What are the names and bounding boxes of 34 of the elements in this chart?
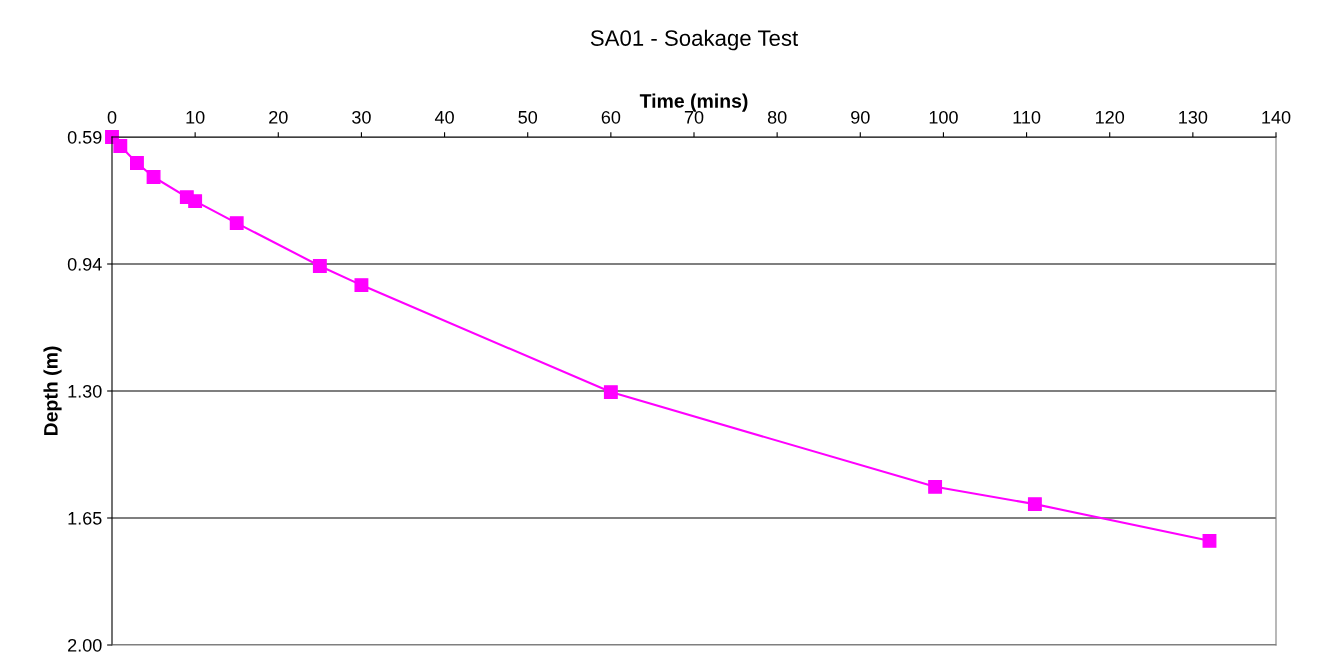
point (229, 216, 244, 231)
x-tick-label: 60 (601, 110, 621, 124)
x-tick-label: 110 (1013, 110, 1041, 124)
y-tick-label: 0.59 (67, 130, 102, 144)
point (146, 170, 161, 184)
x-tick-label: 100 (929, 110, 958, 124)
chart-title: SA01 - Soakage Test (590, 29, 799, 51)
point (603, 385, 618, 400)
y-tick-label: 2.00 (68, 638, 102, 652)
x-tick-label: 140 (1262, 110, 1291, 124)
point (354, 278, 369, 293)
x-tick-label: 90 (851, 110, 870, 124)
y-axis-title: Depth (m) (43, 346, 62, 436)
x-tick-label: 80 (767, 110, 787, 124)
y-tick-label: 0.94 (67, 257, 102, 271)
x-tick-label: 20 (269, 110, 288, 124)
x-tick-label: 10 (186, 110, 205, 124)
point (1027, 497, 1042, 512)
x-tick-label: 40 (434, 110, 454, 124)
x-tick-label: 0 (107, 110, 117, 124)
y-tick-label: 1.30 (68, 384, 102, 398)
x-tick-label: 70 (684, 110, 704, 124)
point (312, 259, 327, 273)
x-axis-title: Time (mins) (639, 93, 748, 112)
point (188, 194, 203, 209)
x-tick-label: 130 (1179, 110, 1208, 124)
point (113, 139, 128, 153)
point (1202, 533, 1217, 548)
x-tick-label: 50 (518, 110, 538, 124)
point (129, 155, 144, 170)
x-tick-label: 120 (1096, 110, 1125, 124)
y-tick-label: 1.65 (68, 511, 102, 525)
x-tick-label: 30 (352, 110, 371, 124)
point (928, 479, 943, 494)
